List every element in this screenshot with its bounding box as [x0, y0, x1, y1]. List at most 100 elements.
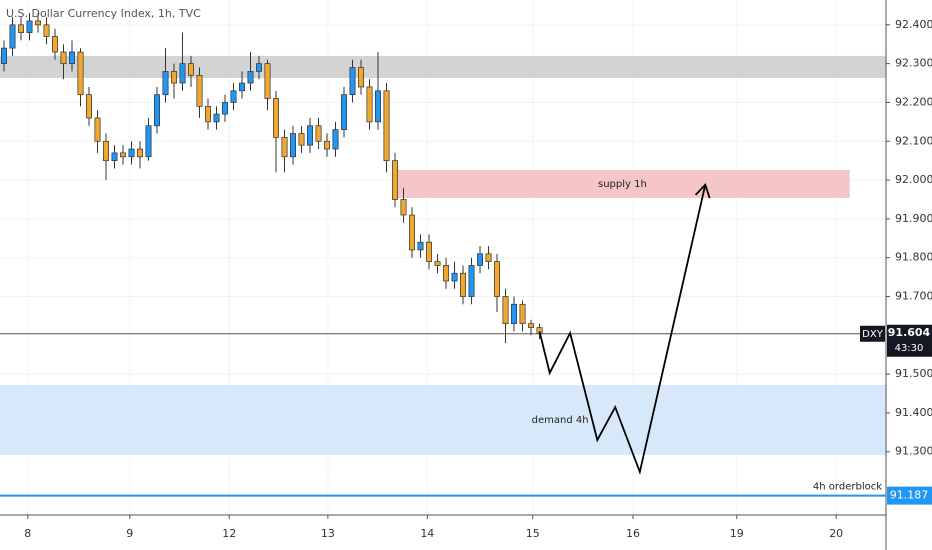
candle-body — [341, 94, 347, 130]
candle-body — [154, 94, 160, 127]
candle-body — [298, 133, 305, 146]
chart-title: U.S. Dollar Currency Index, 1h, TVC — [6, 7, 201, 20]
candle-body — [52, 36, 58, 53]
candle-body — [26, 20, 33, 33]
countdown-label: 43:30 — [895, 343, 924, 354]
candle-body — [86, 94, 92, 119]
x-tick-label: 13 — [321, 527, 335, 540]
candle-body — [60, 51, 67, 64]
candle-body — [358, 67, 364, 88]
y-tick-label: 92.000 — [895, 173, 932, 186]
candle-body — [290, 133, 296, 158]
candle-body — [137, 148, 143, 158]
x-tick-label: 16 — [626, 527, 640, 540]
y-tick-label: 91.300 — [895, 445, 932, 458]
y-tick-label: 91.700 — [895, 290, 932, 303]
y-tick-label: 91.500 — [895, 367, 932, 380]
x-tick-label: 15 — [526, 527, 540, 540]
candle-body — [171, 71, 177, 84]
candle-body — [451, 272, 458, 282]
orderblock-tag — [887, 486, 932, 505]
y-tick-label: 92.400 — [895, 18, 932, 31]
candle-body — [460, 272, 467, 297]
y-tick-label: 91.800 — [895, 251, 932, 264]
candle-body — [324, 140, 330, 150]
candle-body — [281, 137, 288, 158]
x-tick-label: 20 — [829, 527, 843, 540]
price-tag-label: 91.604 — [888, 326, 931, 339]
candle-body — [94, 117, 101, 142]
candle-body — [196, 74, 203, 107]
candle-body — [188, 63, 194, 76]
candle-body — [69, 51, 75, 64]
zone — [0, 384, 886, 455]
candle-body — [366, 86, 373, 123]
x-tick-label: 8 — [24, 527, 31, 540]
candle-body — [375, 90, 381, 123]
candle-body — [128, 148, 135, 158]
symbol-label: DXY — [862, 329, 884, 340]
candle-body — [332, 129, 339, 150]
candle-body — [426, 241, 433, 262]
candle-body — [315, 125, 322, 142]
candle-body — [145, 125, 152, 158]
layer-zones: supply 1h demand 4h — [0, 55, 886, 455]
candle-body — [205, 105, 211, 123]
y-tick-label: 91.900 — [895, 212, 932, 225]
orderblock-tag-label: 91.187 — [890, 489, 929, 502]
candle-body — [256, 63, 262, 72]
candle-body — [400, 199, 407, 216]
candle-body — [468, 265, 475, 297]
candle-body — [383, 90, 390, 162]
candle-body — [502, 296, 509, 325]
candle-body — [77, 51, 84, 96]
candle-body — [417, 241, 424, 251]
y-tick-label: 92.300 — [895, 57, 932, 70]
candle-body — [392, 160, 399, 200]
x-tick-label: 9 — [126, 527, 133, 540]
candle-body — [273, 98, 279, 138]
price-tag — [887, 324, 932, 357]
x-tick-label: 19 — [730, 527, 744, 540]
zone-label: demand 4h — [532, 415, 589, 426]
candle-body — [349, 67, 356, 96]
zone — [0, 55, 886, 79]
candle-body — [179, 63, 186, 84]
candle-body — [519, 303, 526, 325]
symbol-tag — [860, 325, 885, 342]
candle-body — [120, 152, 126, 158]
candle-body — [9, 24, 16, 49]
candle-body — [477, 253, 484, 266]
candle-body — [43, 24, 50, 37]
y-tick-label: 92.200 — [895, 95, 932, 108]
candle-body — [511, 303, 518, 325]
candle-body — [230, 90, 237, 103]
zone-label: supply 1h — [598, 179, 647, 190]
projection-arrowhead — [694, 183, 711, 199]
candle-body — [18, 24, 24, 33]
candle-body — [222, 102, 228, 115]
candle-body — [443, 265, 450, 282]
candle-body — [434, 261, 441, 266]
zone — [395, 169, 850, 198]
candle-body — [264, 63, 271, 99]
candle-body — [103, 140, 109, 162]
layer-overlay: DXY 91.604 43:30 4h orderblock 91.187 — [0, 183, 932, 505]
layer-candles — [1, 13, 543, 344]
candle-body — [494, 261, 501, 297]
candle-body — [247, 71, 254, 84]
candle-body — [35, 20, 41, 26]
candle-body — [307, 125, 313, 146]
x-tick-label: 12 — [222, 527, 236, 540]
y-tick-label: 92.100 — [895, 134, 932, 147]
candle-body — [1, 47, 7, 64]
candle-body — [162, 71, 169, 96]
projection-path — [538, 184, 707, 476]
candle-body — [111, 152, 118, 162]
candle-body — [213, 113, 220, 123]
x-tick-label: 14 — [420, 527, 434, 540]
candle-body — [409, 214, 416, 251]
candle-body — [528, 323, 535, 328]
candle-body — [239, 82, 245, 92]
